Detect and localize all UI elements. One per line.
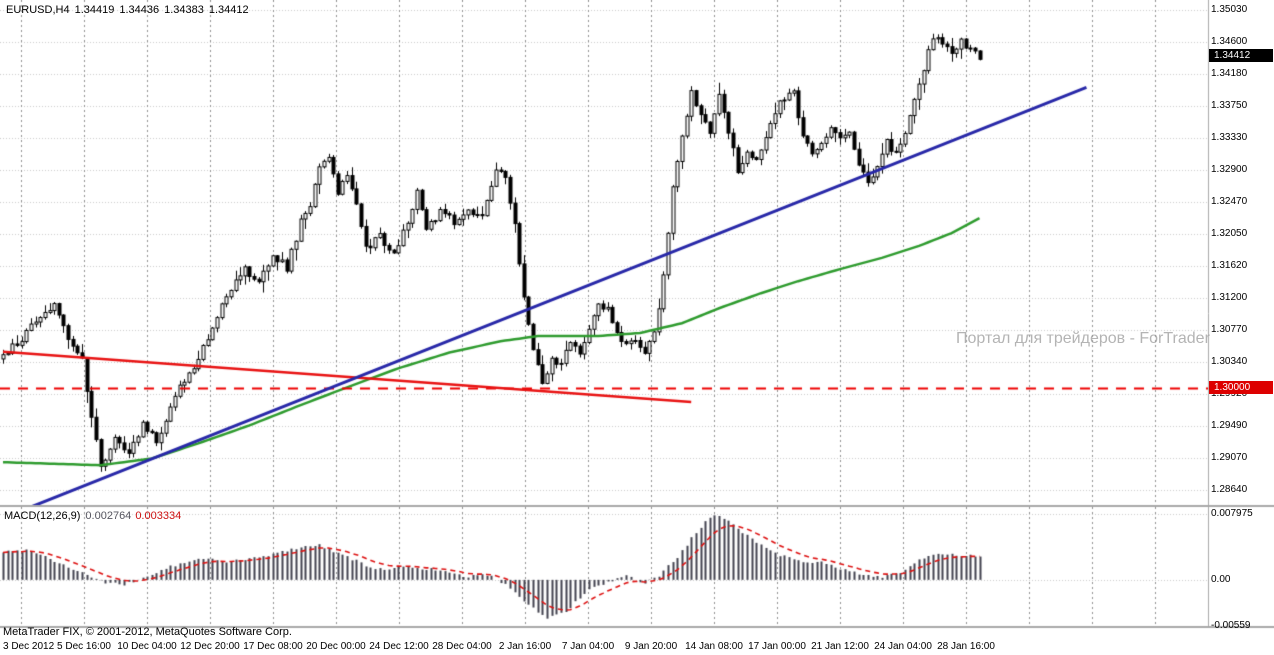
price-axis-label: 1.34600 bbox=[1211, 36, 1248, 48]
time-axis-label: 7 Jan 04:00 bbox=[561, 641, 615, 652]
macd-axis-label: 0.007975 bbox=[1211, 508, 1253, 519]
price-axis-label: 1.28640 bbox=[1211, 484, 1248, 495]
time-axis-label: 2 Jan 16:00 bbox=[498, 641, 552, 652]
price-axis-label: 1.31620 bbox=[1211, 260, 1248, 272]
price-axis-label: 1.33750 bbox=[1211, 100, 1248, 112]
macd-indicator-label: MACD(12,26,9) 0.002764 0.003334 bbox=[4, 510, 181, 522]
time-axis-label: 9 Jan 20:00 bbox=[624, 641, 678, 652]
time-axis-label: 5 Dec 16:00 bbox=[57, 641, 111, 652]
price-axis-label: 1.31200 bbox=[1211, 291, 1248, 303]
macd-value-main: 0.002764 bbox=[85, 510, 132, 522]
time-axis-label: 21 Jan 12:00 bbox=[811, 641, 869, 652]
macd-axis-label: 0.00 bbox=[1211, 573, 1231, 585]
time-axis-label: 3 Dec 2012 bbox=[3, 641, 55, 652]
macd-axis-label: -0.00559 bbox=[1211, 620, 1251, 631]
time-axis-label: 20 Dec 00:00 bbox=[306, 641, 366, 652]
time-axis-label: 28 Jan 16:00 bbox=[937, 641, 995, 652]
ohlc-high: 1.34436 bbox=[119, 4, 160, 16]
time-axis[interactable]: 3 Dec 2012 5 Dec 16:00 10 Dec 04:00 12 Dec … bbox=[0, 641, 1274, 655]
price-axis-label: 1.35030 bbox=[1211, 4, 1248, 15]
price-axis-label: 1.30340 bbox=[1211, 356, 1248, 368]
price-axis[interactable]: 1.35030 1.34600 1.34180 1.33750 1.33330 1.329… bbox=[1211, 0, 1274, 655]
time-axis-label: 12 Dec 20:00 bbox=[180, 641, 240, 652]
time-axis-label: 17 Jan 00:00 bbox=[748, 641, 806, 652]
time-axis-label: 24 Dec 12:00 bbox=[369, 641, 429, 652]
price-axis-label: 1.30770 bbox=[1211, 324, 1248, 335]
time-axis-label: 24 Jan 04:00 bbox=[874, 641, 932, 652]
macd-value-signal: 0.003334 bbox=[135, 510, 182, 522]
price-axis-label: 1.32470 bbox=[1211, 196, 1248, 208]
ohlc-low: 1.34383 bbox=[164, 4, 204, 16]
time-axis-label: 10 Dec 04:00 bbox=[117, 641, 177, 652]
symbol-timeframe-label: EURUSD,H4 bbox=[6, 4, 70, 16]
price-axis-label: 1.32050 bbox=[1211, 227, 1248, 239]
macd-axis[interactable]: 0.007975 0.00 -0.00559 bbox=[1211, 0, 1274, 655]
price-axis-label: 1.33330 bbox=[1211, 131, 1248, 143]
current-price-tag: 1.34412 bbox=[1209, 49, 1273, 63]
price-axis-label: 1.29490 bbox=[1211, 420, 1248, 432]
macd-name: MACD(12,26,9) bbox=[4, 510, 81, 522]
time-axis-label: 28 Dec 04:00 bbox=[432, 641, 492, 652]
time-axis-label: 17 Dec 08:00 bbox=[243, 641, 303, 652]
copyright-text: MetaTrader FIX, © 2001-2012, MetaQuotes … bbox=[3, 626, 292, 638]
ohlc-open: 1.34419 bbox=[74, 4, 115, 16]
price-axis-label: 1.34180 bbox=[1211, 67, 1248, 79]
level-price-tag: 1.30000 bbox=[1209, 380, 1273, 394]
price-axis-label: 1.32900 bbox=[1211, 164, 1248, 175]
chart-ohlc-header: EURUSD,H4 1.34419 1.34436 1.34383 1.34412 bbox=[6, 4, 254, 16]
price-axis-label: 1.29070 bbox=[1211, 451, 1248, 463]
ohlc-close: 1.34412 bbox=[208, 4, 249, 16]
time-axis-label: 14 Jan 08:00 bbox=[685, 641, 743, 652]
